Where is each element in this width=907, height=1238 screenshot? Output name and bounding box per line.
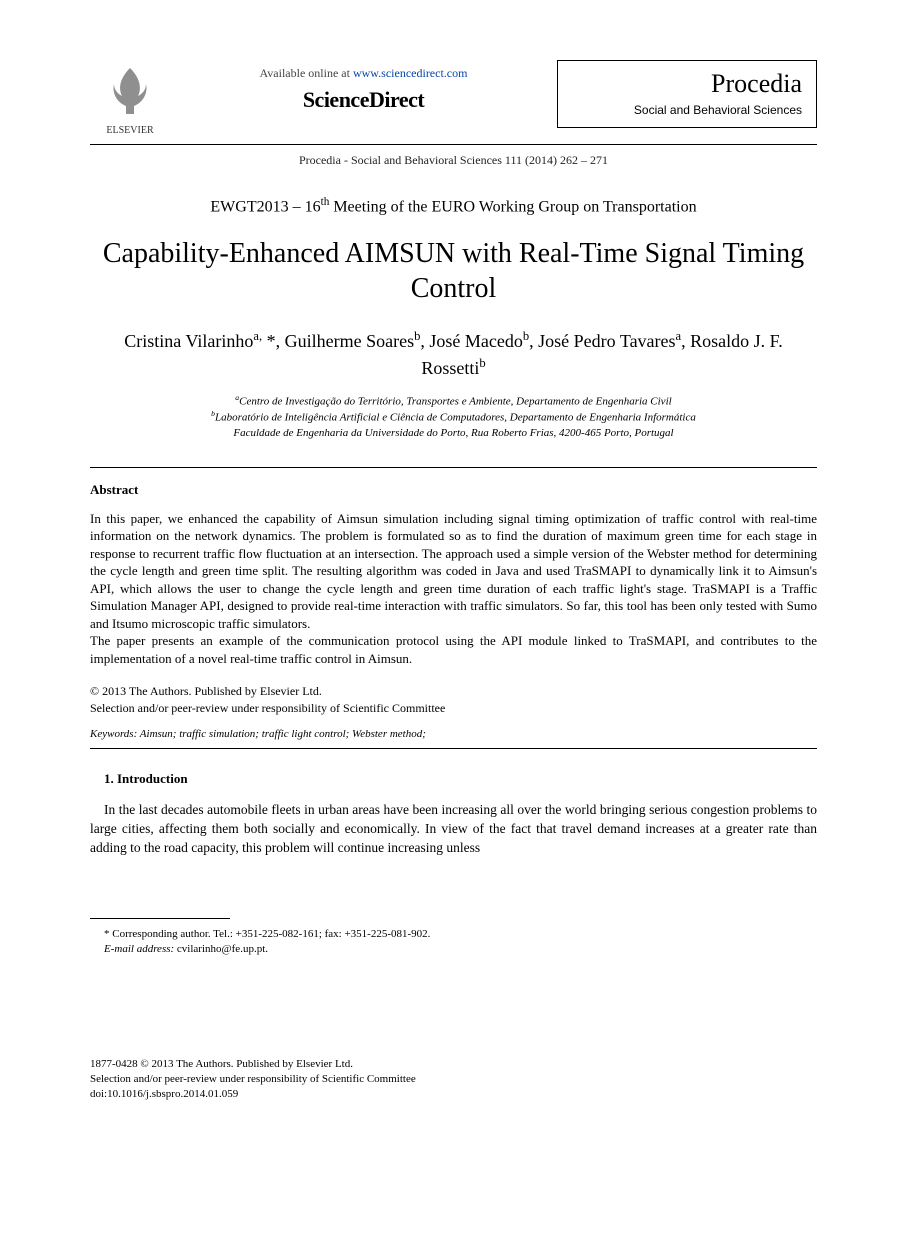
procedia-title: Procedia (572, 69, 802, 99)
elsevier-logo: ELSEVIER (90, 60, 170, 136)
keywords-label: Keywords (90, 728, 134, 740)
procedia-subtitle: Social and Behavioral Sciences (572, 103, 802, 117)
copyright-2: Selection and/or peer-review under respo… (90, 701, 445, 715)
affil-a: Centro de Investigação do Território, Tr… (239, 395, 672, 407)
header-row: ELSEVIER Available online at www.science… (90, 60, 817, 136)
header-center: Available online at www.sciencedirect.co… (170, 60, 557, 113)
paper-title: Capability-Enhanced AIMSUN with Real-Tim… (90, 236, 817, 306)
author-5-affil: b (479, 356, 485, 370)
footer-l2: Selection and/or peer-review under respo… (90, 1072, 817, 1087)
available-online: Available online at www.sciencedirect.co… (170, 66, 557, 81)
footnote-rule (90, 918, 230, 919)
header-rule (90, 144, 817, 145)
affiliations: aCentro de Investigação do Território, T… (90, 393, 817, 441)
authors: Cristina Vilarinhoa, *, Guilherme Soares… (90, 328, 817, 380)
conference-sup: th (321, 196, 330, 208)
footer-block: 1877-0428 © 2013 The Authors. Published … (90, 1057, 817, 1102)
abstract-heading: Abstract (90, 482, 817, 498)
sciencedirect-logo: ScienceDirect (170, 87, 557, 113)
author-sep-1: , José Macedo (420, 331, 522, 351)
copyright-1: © 2013 The Authors. Published by Elsevie… (90, 684, 322, 698)
author-sep-2: , José Pedro Tavares (529, 331, 675, 351)
abstract-top-rule (90, 467, 817, 468)
abstract-p1: In this paper, we enhanced the capabilit… (90, 511, 817, 631)
keywords-line: Keywords: Aimsun; traffic simulation; tr… (90, 728, 817, 740)
elsevier-tree-icon (100, 60, 160, 120)
conference-prefix: EWGT2013 – 16 (210, 198, 320, 215)
author-1-star: *, Guilherme Soares (262, 331, 414, 351)
footer-l3: doi:10.1016/j.sbspro.2014.01.059 (90, 1087, 817, 1102)
intro-paragraph: In the last decades automobile fleets in… (90, 801, 817, 858)
journal-citation: Procedia - Social and Behavioral Science… (90, 153, 817, 168)
corresponding-author: * Corresponding author. Tel.: +351-225-0… (104, 927, 817, 942)
copyright-block: © 2013 The Authors. Published by Elsevie… (90, 683, 817, 715)
author-1-affil: a, (253, 329, 262, 343)
affil-b: Laboratório de Inteligência Artificial e… (215, 412, 696, 424)
conference-rest: Meeting of the EURO Working Group on Tra… (329, 198, 696, 215)
abstract-bottom-rule (90, 748, 817, 749)
footnote-block: * Corresponding author. Tel.: +351-225-0… (104, 927, 817, 958)
email-value: cvilarinho@fe.up.pt. (174, 943, 268, 955)
abstract-body: In this paper, we enhanced the capabilit… (90, 510, 817, 668)
keywords-text: : Aimsun; traffic simulation; traffic li… (134, 728, 426, 740)
footer-l1: 1877-0428 © 2013 The Authors. Published … (90, 1057, 817, 1072)
available-text: Available online at (260, 66, 353, 80)
email-label: E-mail address: (104, 943, 174, 955)
author-1: Cristina Vilarinho (124, 331, 253, 351)
intro-heading: 1. Introduction (90, 771, 817, 787)
procedia-box: Procedia Social and Behavioral Sciences (557, 60, 817, 128)
abstract-p2: The paper presents an example of the com… (90, 633, 817, 666)
sciencedirect-link[interactable]: www.sciencedirect.com (353, 66, 468, 80)
affil-c: Faculdade de Engenharia da Universidade … (233, 427, 673, 439)
conference-line: EWGT2013 – 16th Meeting of the EURO Work… (90, 196, 817, 216)
elsevier-text: ELSEVIER (90, 125, 170, 136)
